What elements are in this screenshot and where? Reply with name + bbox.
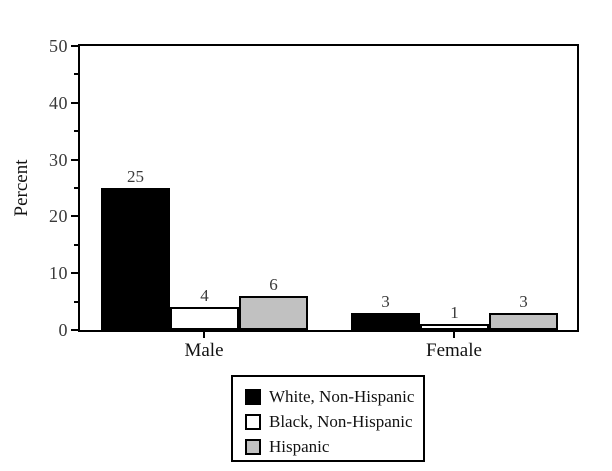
y-axis-tick-label: 30 <box>49 149 68 170</box>
legend-swatch-black-non-hispanic <box>245 413 261 430</box>
y-axis-major-tick <box>71 101 78 104</box>
bar-male-0 <box>101 188 170 330</box>
y-axis-minor-tick <box>74 130 78 133</box>
bar-value-label: 3 <box>381 292 390 311</box>
y-axis-major-tick <box>71 329 78 331</box>
y-axis-tick-label: 0 <box>58 320 68 340</box>
legend-item-hispanic: Hispanic <box>245 434 423 459</box>
y-axis-minor-tick <box>74 300 78 303</box>
y-axis-minor-tick <box>74 187 78 189</box>
legend-item-black-non-hispanic: Black, Non-Hispanic <box>245 409 423 434</box>
bar-male-2 <box>239 296 308 330</box>
bar-male-1 <box>170 307 239 330</box>
y-axis-tick-label: 50 <box>49 36 68 56</box>
y-axis-major-tick <box>71 45 78 47</box>
legend-swatch-white-non-hispanic <box>245 388 261 405</box>
x-category-label-male: Male <box>184 340 224 361</box>
y-axis-major-tick <box>71 272 78 275</box>
y-axis-minor-tick <box>74 73 78 76</box>
legend-label: Black, Non-Hispanic <box>269 411 413 431</box>
x-category-label-female: Female <box>426 340 482 361</box>
bar-value-label: 6 <box>269 275 278 294</box>
y-axis-tick-label: 20 <box>49 206 68 227</box>
bar-value-label: 3 <box>519 292 528 311</box>
x-axis-tick <box>453 332 455 338</box>
bar-female-1 <box>420 324 489 330</box>
y-axis-tick-label: 40 <box>49 92 68 113</box>
bar-value-label: 4 <box>200 286 209 305</box>
legend-label: Hispanic <box>269 436 330 456</box>
y-axis-tick-label: 10 <box>49 263 68 284</box>
bar-female-0 <box>351 313 420 330</box>
y-axis-major-tick <box>71 158 78 161</box>
plot-area: 0 10 20 30 40 50 25 4 6 3 1 3 <box>49 36 579 340</box>
legend: White, Non-Hispanic Black, Non-Hispanic … <box>231 375 425 462</box>
bar-female-2 <box>489 313 558 330</box>
y-axis-minor-tick <box>74 243 78 246</box>
legend-swatch-hispanic <box>245 438 261 455</box>
y-axis-major-tick <box>71 215 78 218</box>
bar-value-label: 25 <box>127 167 144 186</box>
legend-label: White, Non-Hispanic <box>269 386 415 406</box>
bar-value-label: 1 <box>450 303 459 322</box>
x-axis-tick <box>203 332 205 338</box>
legend-item-white-non-hispanic: White, Non-Hispanic <box>245 384 423 409</box>
